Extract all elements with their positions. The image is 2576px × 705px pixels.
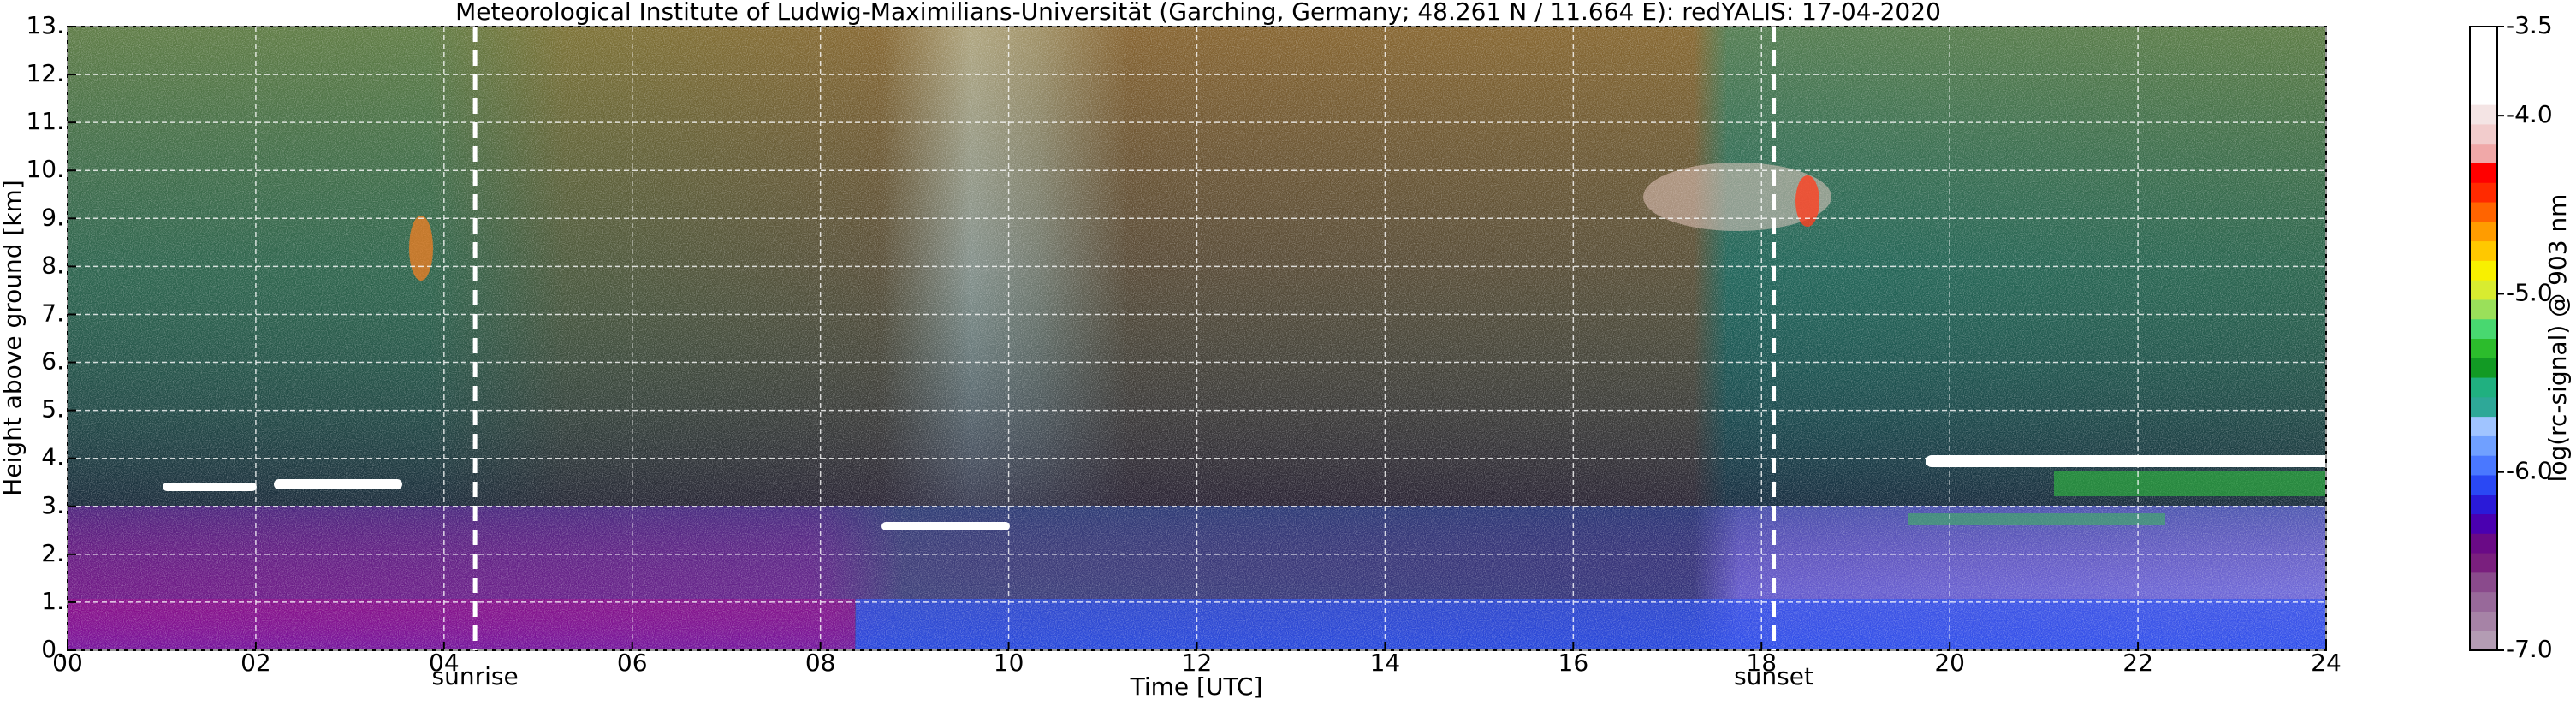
x-tick-label: 00 xyxy=(52,649,83,677)
y-tick-label: 2. xyxy=(41,539,64,567)
x-tick-label: 06 xyxy=(617,649,648,677)
x-tick-label: 24 xyxy=(2311,649,2342,677)
x-tick-label: 12 xyxy=(1182,649,1213,677)
colorbar-swatch xyxy=(2470,338,2497,358)
colorbar-swatch xyxy=(2470,455,2497,476)
chart-title: Meteorological Institute of Ludwig-Maxim… xyxy=(455,0,1941,26)
y-tick-label: 5. xyxy=(41,395,64,424)
colorbar-swatch xyxy=(2470,358,2497,378)
colorbar-swatch xyxy=(2470,377,2497,398)
colorbar-swatch xyxy=(2470,572,2497,593)
y-axis-label: Height above ground [km] xyxy=(0,180,27,496)
x-tick-label: 14 xyxy=(1370,649,1401,677)
colorbar-tick-label: -4.0 xyxy=(2506,100,2553,128)
colorbar-swatch xyxy=(2470,435,2497,456)
colorbar-swatch xyxy=(2470,553,2497,573)
y-tick-label: 7. xyxy=(41,299,64,327)
x-tick-label: 10 xyxy=(994,649,1024,677)
colorbar-tick-label: -3.5 xyxy=(2506,11,2553,39)
colorbar-swatch xyxy=(2470,123,2497,145)
y-tick-label: 4. xyxy=(41,443,64,471)
colorbar-swatch xyxy=(2470,85,2497,105)
colorbar-frame xyxy=(2469,26,2498,651)
colorbar-swatch xyxy=(2470,396,2497,418)
colorbar-swatch xyxy=(2470,65,2497,86)
backscatter-field xyxy=(68,27,2326,650)
x-tick-label: 02 xyxy=(240,649,271,677)
colorbar-swatch xyxy=(2470,182,2497,203)
colorbar-swatch xyxy=(2470,513,2497,534)
colorbar-swatch xyxy=(2470,611,2497,631)
x-axis-label: Time [UTC] xyxy=(1130,672,1263,701)
colorbar-swatch xyxy=(2470,143,2497,163)
x-tick-label: 16 xyxy=(1558,649,1589,677)
colorbar-swatch xyxy=(2470,260,2497,281)
colorbar-swatch xyxy=(2470,280,2497,300)
y-tick-label: 9. xyxy=(41,203,64,231)
y-tick-label: 12. xyxy=(26,59,64,87)
colorbar-swatch xyxy=(2470,299,2497,320)
colorbar-swatch xyxy=(2470,221,2497,242)
colorbar-label: log(rc-signal) @ 903 nm xyxy=(2543,194,2572,483)
x-tick-label: 08 xyxy=(805,649,836,677)
x-tick-label: 18 xyxy=(1746,649,1777,677)
x-tick-label: 22 xyxy=(2122,649,2153,677)
x-tick-label: 20 xyxy=(1934,649,1965,677)
colorbar-swatch xyxy=(2470,45,2497,67)
colorbar-tick-label: -5.0 xyxy=(2506,278,2553,306)
colorbar-swatch xyxy=(2470,631,2497,651)
y-tick-label: 1. xyxy=(41,587,64,615)
colorbar-swatch xyxy=(2470,27,2497,47)
colorbar-tick-label: -6.0 xyxy=(2506,457,2553,485)
y-tick-label: 0. xyxy=(41,635,64,663)
colorbar-swatch xyxy=(2470,163,2497,183)
y-tick-label: 11. xyxy=(26,107,64,135)
colorbar-swatch xyxy=(2470,202,2497,222)
colorbar-swatch xyxy=(2470,494,2497,515)
y-tick-label: 3. xyxy=(41,491,64,519)
y-tick-label: 13. xyxy=(26,11,64,39)
colorbar-swatch xyxy=(2470,591,2497,612)
y-tick-label: 10. xyxy=(26,155,64,183)
colorbar-swatch xyxy=(2470,318,2497,339)
colorbar-tick-label: -7.0 xyxy=(2506,635,2553,663)
annotation-label: sunset xyxy=(1734,662,1813,690)
y-tick-label: 8. xyxy=(41,251,64,279)
y-tick-label: 6. xyxy=(41,347,64,376)
annotation-label: sunrise xyxy=(432,662,519,690)
x-tick-label: 04 xyxy=(429,649,460,677)
colorbar-swatch xyxy=(2470,533,2497,554)
colorbar-swatch xyxy=(2470,474,2497,495)
colorbar-swatch xyxy=(2470,416,2497,436)
colorbar-swatch xyxy=(2470,240,2497,261)
colorbar-swatch xyxy=(2470,104,2497,125)
